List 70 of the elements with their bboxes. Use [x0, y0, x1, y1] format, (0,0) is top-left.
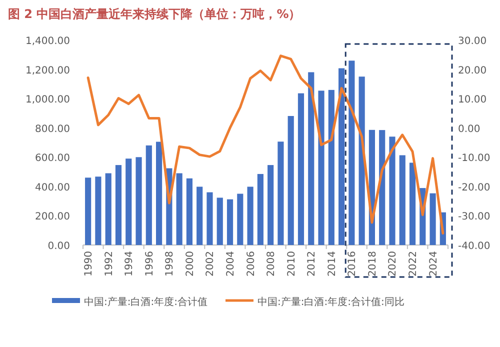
y-tick-label: 1,400.00	[25, 36, 70, 47]
y-tick-label: 600.00	[35, 153, 70, 164]
x-tick-label: 1998	[164, 251, 176, 276]
x-tick-label: 2020	[388, 251, 399, 276]
y2-tick-label: 0.00	[458, 124, 480, 135]
bar	[85, 178, 92, 245]
x-tick-label: 2010	[286, 251, 298, 276]
x-tick-label: 2006	[246, 251, 257, 276]
x-tick-label: 2002	[205, 251, 216, 276]
x-tick-label: 1996	[144, 251, 156, 276]
x-tick-label: 2016	[347, 251, 358, 276]
bar	[318, 90, 324, 245]
bar	[146, 145, 152, 245]
bar	[257, 174, 264, 245]
y-tick-label: 400.00	[35, 182, 70, 194]
y-tick-label: 1,000.00	[25, 94, 70, 106]
y2-tick-label: 10.00	[458, 94, 487, 106]
y2-tick-label: -20.00	[458, 182, 490, 194]
bar	[338, 68, 345, 245]
line-series	[86, 54, 444, 235]
bar	[328, 90, 334, 245]
bar	[278, 142, 284, 245]
bar	[268, 165, 274, 245]
bar	[156, 142, 162, 245]
legend-label: 中国:产量:白酒:年度:合计值	[84, 296, 208, 308]
y2-tick-label: -10.00	[458, 153, 490, 164]
bar	[196, 186, 203, 245]
bar	[216, 198, 223, 245]
bar	[409, 162, 416, 245]
bar	[430, 193, 436, 245]
x-tick-label: 2012	[306, 251, 318, 276]
bar	[237, 194, 244, 245]
bar	[226, 199, 234, 245]
x-tick-label: 1992	[104, 251, 115, 276]
x-tick-label: 2004	[226, 251, 237, 276]
bar	[95, 176, 102, 245]
bar	[126, 158, 132, 245]
legend-label: 中国:产量:白酒:年度:合计值:同比	[257, 296, 404, 308]
bar	[176, 173, 182, 245]
y-tick-label: 0.00	[48, 241, 70, 252]
bar	[389, 136, 396, 245]
bar	[115, 165, 122, 245]
x-tick-label: 2008	[266, 251, 278, 276]
x-tick-label: 2022	[408, 251, 420, 276]
x-tick-label: 2000	[184, 251, 196, 276]
y2-tick-label: 30.00	[458, 36, 487, 47]
x-tick-label: 2014	[326, 251, 338, 276]
x-tick-label: 2024	[428, 251, 440, 276]
bar	[288, 116, 294, 245]
y-tick-label: 1,200.00	[25, 65, 70, 76]
bar	[136, 157, 142, 245]
chart-title: 图 2 中国白酒产量近年来持续下降（单位：万吨，%）	[8, 7, 301, 21]
y2-tick-label: -30.00	[458, 212, 490, 223]
y2-tick-label: -40.00	[458, 241, 490, 252]
bar	[247, 186, 254, 245]
y-tick-label: 800.00	[35, 124, 70, 135]
bar	[308, 72, 314, 245]
bar	[379, 130, 386, 245]
x-tick-label: 1990	[84, 251, 95, 276]
y-tick-label: 200.00	[35, 212, 70, 223]
bar	[399, 155, 406, 245]
bar	[298, 93, 304, 245]
x-tick-label: 2018	[367, 251, 378, 276]
y2-tick-label: 20.00	[458, 65, 487, 76]
bar	[206, 192, 213, 245]
bar	[186, 178, 192, 245]
bar	[348, 60, 355, 245]
bar	[105, 173, 112, 245]
x-tick-label: 1994	[124, 251, 136, 276]
bar	[358, 76, 365, 245]
